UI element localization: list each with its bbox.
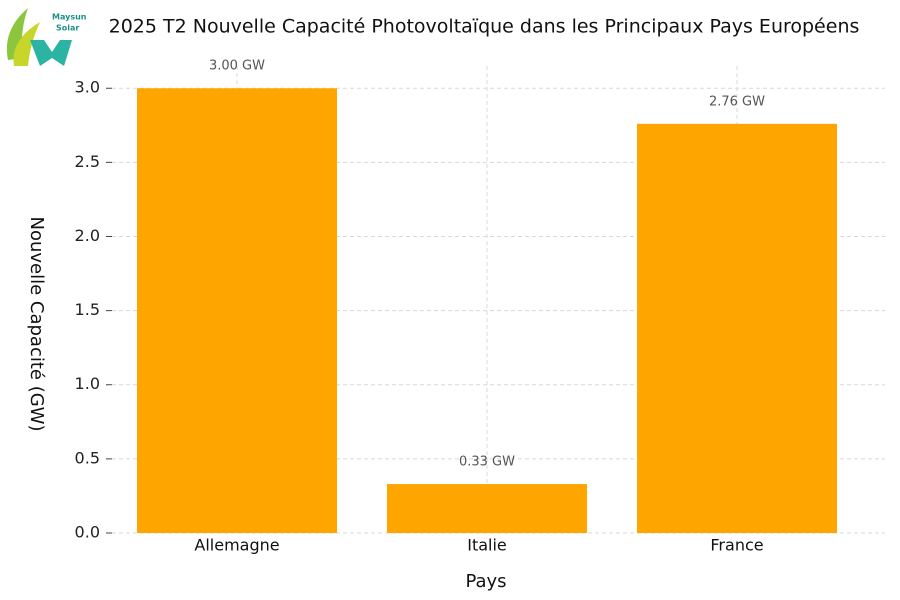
x-tick-label: Italie [467,536,507,555]
x-tick-label: Allemagne [194,536,279,555]
bar [137,88,337,533]
y-tick-label: 1.0 [75,374,100,393]
y-tick-label: 3.0 [75,78,100,97]
x-tick-label: France [710,536,763,555]
logo: Maysun Solar [6,8,87,66]
logo-text: Maysun [52,13,87,22]
data-label: 3.00 GW [209,59,265,74]
bar [387,484,587,533]
y-tick-label: 0.5 [75,448,100,467]
y-tick-label: 1.5 [75,300,100,319]
data-label: 2.76 GW [709,94,765,109]
logo-leaf [6,8,28,60]
bar [637,123,837,534]
logo-leaf [13,22,40,66]
data-label: 0.33 GW [459,455,515,470]
chart-title: 2025 T2 Nouvelle Capacité Photovoltaïque… [109,16,860,38]
x-axis-label: Pays [465,571,506,592]
y-tick-label: 0.0 [75,523,100,542]
y-axis-label: Nouvelle Capacité (GW) [26,216,47,431]
y-tick-label: 2.0 [75,226,100,245]
logo-mark [30,40,72,66]
logo-text: Solar [56,24,79,33]
y-tick-label: 2.5 [75,152,100,171]
